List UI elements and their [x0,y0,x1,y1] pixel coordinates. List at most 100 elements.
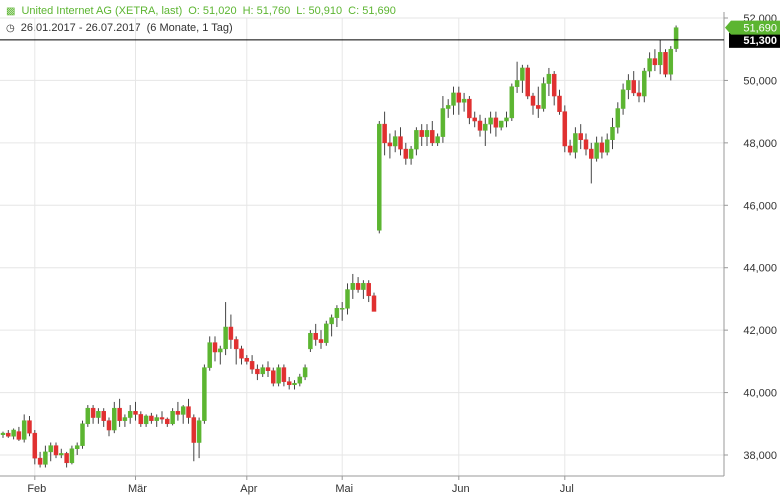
candle-body [244,357,250,362]
y-tick-label: 46,000 [743,200,777,212]
candle-body [472,117,477,122]
candle-body [27,420,32,434]
candle-body [212,342,218,353]
candle-body [339,308,345,310]
candle-body [435,136,440,144]
candle-body [165,418,170,425]
candle-body [636,92,642,97]
candle-body [207,342,212,368]
candle-body [467,98,472,119]
candle-body [265,367,271,371]
candle-body [170,411,175,425]
candle-body [101,411,106,421]
candle-body [498,120,504,128]
candle-body [324,323,329,343]
candle-body [218,348,223,353]
x-tick-label: Mär [128,483,147,495]
clock-icon: ◷ [6,23,15,34]
candle-body [308,333,313,350]
candle-body [133,411,138,415]
candle-body [541,83,546,109]
candle-body [414,130,419,150]
candle-body [620,89,626,109]
close-value: C: 51,690 [348,5,396,17]
low-value: L: 50,910 [296,5,343,17]
candle-body [334,308,340,318]
candle-body [509,86,515,119]
candle-body [96,411,101,418]
candle-body [48,445,53,453]
candle-body [249,361,255,370]
candle-body [53,445,59,456]
x-tick-label: Feb [27,483,46,495]
candle-body [16,431,22,440]
candle-body [6,432,11,437]
candle-body [504,117,509,122]
instrument-name: United Internet AG (XETRA, last) [21,5,183,17]
candle-body [557,95,562,112]
candle-body [106,420,112,431]
candle-body [154,417,159,421]
open-value: O: 51,020 [188,5,237,17]
y-tick-label: 50,000 [743,75,777,87]
x-tick-label: Jun [452,483,470,495]
x-tick-label: Jul [560,483,574,495]
candle-body [117,407,122,421]
period-header: ◷ 26.01.2017 - 26.07.2017 (6 Monate, 1 Tag… [6,22,239,34]
candle-body [599,142,605,153]
candle-body [398,136,403,150]
candle-body [551,73,557,97]
candle-body [127,411,133,418]
candle-body [642,70,647,97]
candle-body [255,368,260,375]
candle-body [536,105,541,109]
y-tick-label: 42,000 [743,325,777,337]
candle-body [143,415,149,425]
candle-body [626,80,631,91]
candle-body [112,407,117,431]
candle-body [663,52,668,75]
candle-body [366,283,371,297]
x-tick-label: Mai [335,483,353,495]
x-tick-label: Apr [240,483,257,495]
candle-body [186,406,191,418]
candle-body [488,117,493,125]
candle-body [59,453,64,456]
candle-body [239,348,244,359]
candle-body [594,142,599,159]
candle-body [377,123,382,231]
y-tick-label: 40,000 [743,388,777,400]
candle-body [408,148,414,159]
candle-body [271,370,276,384]
candle-body [403,148,409,159]
candle-body [11,429,16,437]
candle-body [329,317,334,325]
high-value: H: 51,760 [242,5,291,17]
candle-body [32,432,38,459]
candle-body [223,326,228,350]
candle-body [657,52,663,66]
candle-body [122,417,128,421]
candle-body [445,105,451,109]
candle-body [610,127,615,140]
candle-body [567,145,573,153]
candle-body [382,123,387,144]
candle-body [281,367,287,382]
candle-body [514,80,520,87]
y-tick-label: 38,000 [743,450,777,462]
candle-body [456,92,462,103]
candle-body [477,120,483,131]
y-tick-label: 48,000 [743,138,777,150]
candle-body [493,117,499,128]
candle-body [668,48,674,75]
candle-body [483,123,488,131]
candle-body [573,133,578,153]
candle-body [260,367,265,375]
candle-body [589,148,594,159]
candle-body [175,411,181,415]
candle-body [604,139,610,153]
candle-body [530,95,536,106]
date-range: 26.01.2017 - 26.07.2017 [20,22,141,34]
instrument-header: ▩ United Internet AG (XETRA, last) O: 51,0… [6,5,402,17]
